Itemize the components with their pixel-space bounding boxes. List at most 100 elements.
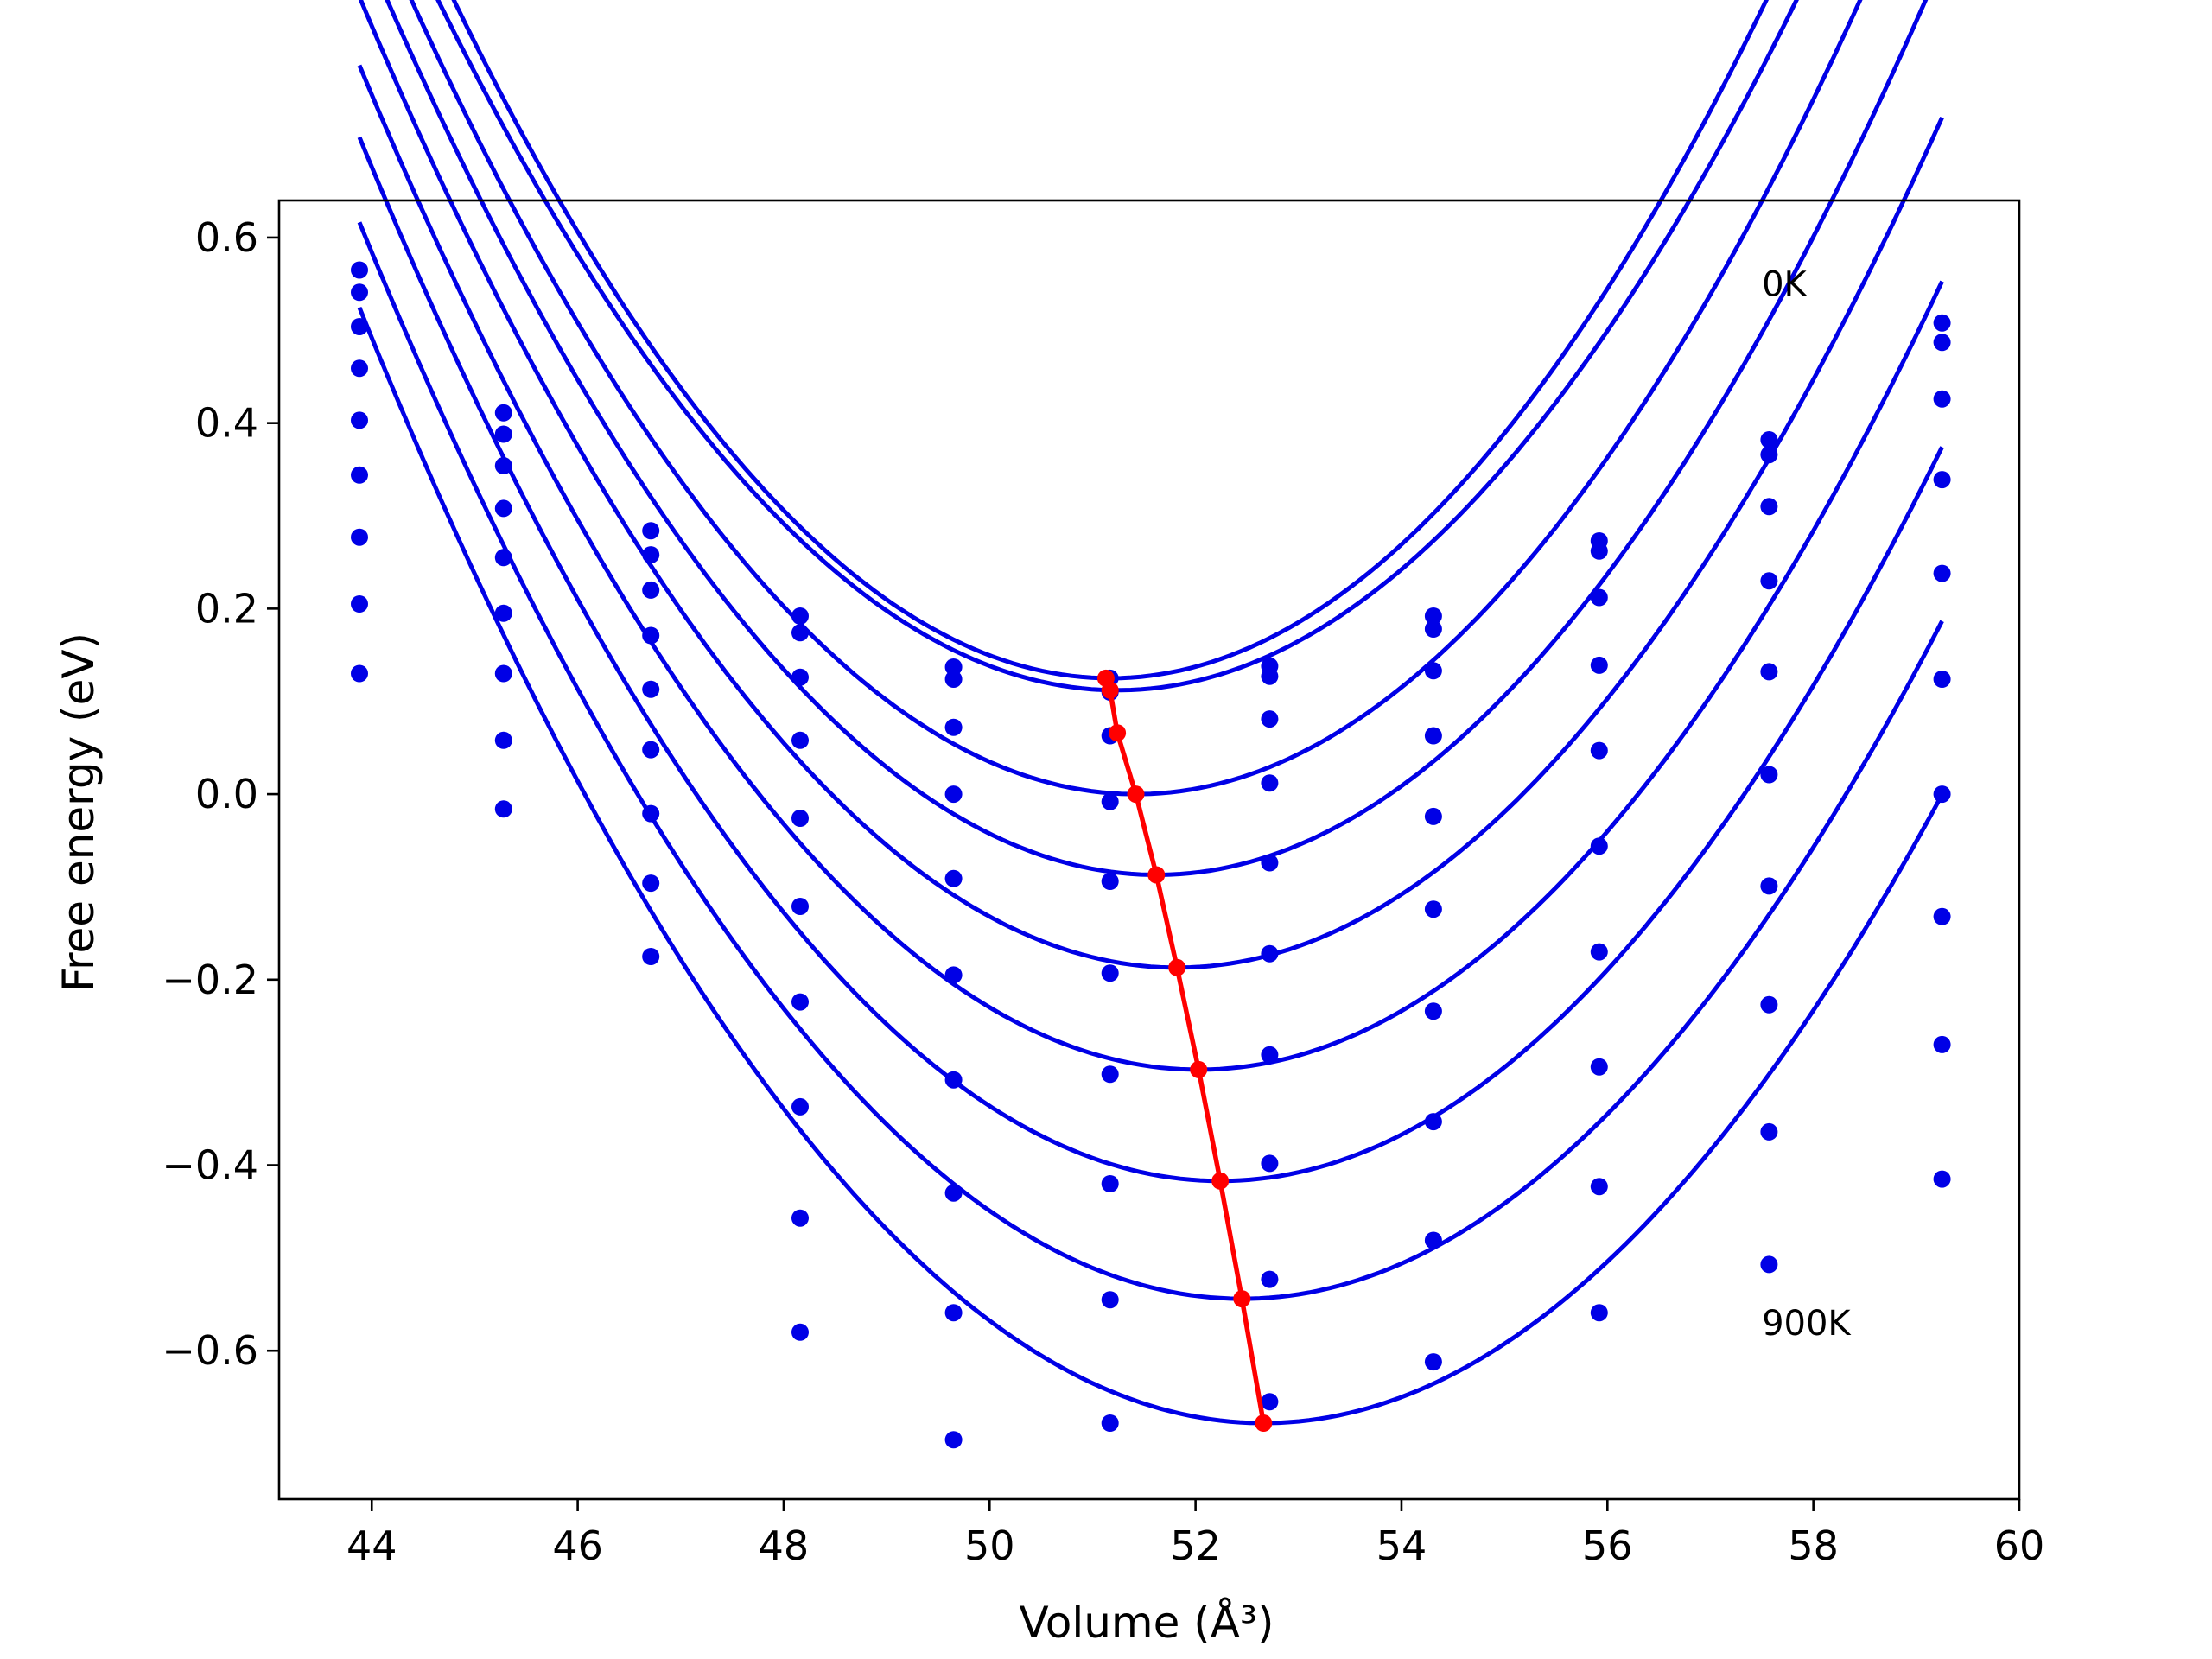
data-point [1101, 1414, 1119, 1432]
data-point [1933, 671, 1951, 688]
data-point [351, 318, 368, 335]
data-point [1590, 656, 1608, 674]
data-point [1101, 1291, 1119, 1309]
y-axis-label: Free energy (eV) [54, 632, 104, 992]
data-point [1933, 1035, 1951, 1053]
fit-curves [357, 0, 1944, 1426]
data-point [1101, 873, 1119, 890]
fit-curve-2 [409, 0, 1863, 797]
data-point [1760, 431, 1778, 448]
x-axis-ticks: 44 46 48 50 52 54 56 58 60 [346, 1499, 2044, 1569]
y-tick-label: 0.4 [195, 400, 258, 447]
data-point [1590, 837, 1608, 855]
data-point [1261, 1270, 1279, 1288]
data-point [1261, 667, 1279, 685]
data-point [494, 404, 512, 422]
minimum-point [1147, 866, 1166, 884]
data-point [1101, 792, 1119, 810]
fit-curve-7 [357, 221, 1944, 1301]
data-point [1933, 564, 1951, 582]
data-point [494, 499, 512, 518]
data-point [1261, 1393, 1279, 1411]
data-point [791, 1097, 809, 1116]
data-point [1760, 877, 1778, 895]
data-point [1424, 1113, 1442, 1131]
data-point [1101, 1065, 1119, 1084]
data-point [351, 359, 368, 378]
data-point [494, 800, 512, 818]
data-point [1424, 620, 1442, 638]
data-point [1590, 1178, 1608, 1196]
data-point [1760, 995, 1778, 1014]
minimum-point [1190, 1060, 1208, 1078]
y-axis-ticks: −0.6 −0.4 −0.2 0.0 0.2 0.4 0.6 [162, 214, 279, 1374]
data-point [791, 668, 809, 686]
annotations: 0K 900K [1762, 265, 1852, 1344]
data-point [791, 993, 809, 1011]
data-point [642, 626, 660, 645]
fit-curve-6 [357, 136, 1944, 1184]
fit-curve-0 [451, 0, 1770, 681]
data-point [1760, 498, 1778, 516]
data-point [944, 785, 963, 804]
minimum-line [1096, 669, 1273, 1432]
data-point [944, 671, 963, 688]
x-tick-label: 60 [1994, 1522, 2045, 1569]
minimum-point [1168, 958, 1186, 976]
fit-curve-1 [435, 0, 1799, 693]
x-tick-label: 54 [1376, 1522, 1427, 1569]
annotation-label: 0K [1762, 265, 1808, 305]
data-point [642, 680, 660, 698]
data-point [1760, 766, 1778, 784]
data-point [1760, 572, 1778, 590]
minimum-point [1211, 1172, 1230, 1190]
data-point [1101, 964, 1119, 982]
data-point [642, 948, 660, 965]
plot-frame [277, 199, 2021, 1501]
annotation-label: 900K [1762, 1304, 1852, 1344]
data-point [351, 261, 368, 279]
data-point [1760, 1255, 1778, 1274]
data-point [1261, 774, 1279, 792]
data-point [1760, 663, 1778, 681]
data-point [351, 411, 368, 429]
x-tick-label: 44 [346, 1522, 397, 1569]
data-point [642, 522, 660, 540]
data-point [944, 1184, 963, 1202]
data-point [1261, 944, 1279, 963]
data-point [1760, 1122, 1778, 1141]
data-point [1261, 1154, 1279, 1173]
data-point [1261, 710, 1279, 728]
data-point [351, 466, 368, 484]
data-point [494, 664, 512, 683]
data-point [494, 604, 512, 622]
data-point [1424, 1231, 1442, 1249]
data-point [944, 966, 963, 984]
data-point [791, 898, 809, 915]
data-point [1933, 1170, 1951, 1188]
data-point [944, 1431, 963, 1449]
data-point [642, 741, 660, 759]
data-point [642, 874, 660, 893]
data-point [791, 731, 809, 749]
minimum-point [1109, 724, 1127, 742]
minimum-point [1255, 1414, 1273, 1432]
data-point [351, 664, 368, 683]
data-point [1933, 471, 1951, 489]
fit-curve-5 [357, 64, 1944, 1072]
data-point [1261, 1046, 1279, 1064]
data-point [791, 810, 809, 827]
x-tick-label: 56 [1582, 1522, 1633, 1569]
data-point [944, 1071, 963, 1089]
data-point [1424, 662, 1442, 680]
data-point [1424, 900, 1442, 918]
data-point [351, 528, 368, 546]
data-point [1933, 390, 1951, 408]
data-point [351, 595, 368, 613]
data-point [1933, 907, 1951, 925]
fit-curve-4 [358, 0, 1944, 970]
data-point [1261, 854, 1279, 872]
data-point [1590, 588, 1608, 607]
